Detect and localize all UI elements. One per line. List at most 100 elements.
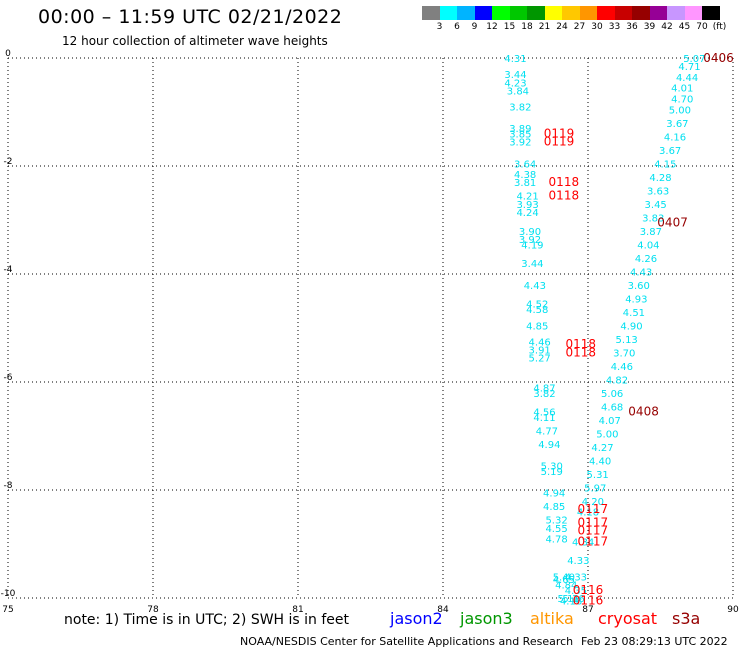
color-swatch bbox=[562, 6, 580, 20]
x-tick-label: 90 bbox=[727, 605, 739, 615]
cryosat-time-label: 0119 bbox=[544, 127, 575, 141]
x-tick-label: 87 bbox=[582, 605, 593, 615]
wave-height-label: 3.92 bbox=[519, 235, 541, 246]
color-swatch bbox=[649, 6, 667, 20]
wave-height-label: 5.40 bbox=[553, 572, 575, 583]
wave-height-label: 4.38 bbox=[514, 170, 536, 181]
y-tick-label: -8 bbox=[4, 481, 13, 491]
wave-height-label: 4.24 bbox=[516, 208, 538, 219]
color-scale-label: 3 bbox=[436, 22, 443, 32]
wave-height-label: 3.89 bbox=[509, 124, 531, 135]
wave-height-label: 5.32 bbox=[545, 516, 567, 527]
wave-height-label: 5.07 bbox=[683, 54, 705, 65]
cryosat-time-label: 0117 bbox=[578, 502, 609, 516]
color-scale-label: 33 bbox=[608, 22, 621, 32]
wave-height-label: 4.33 bbox=[567, 556, 589, 567]
color-scale-label: 24 bbox=[556, 22, 568, 32]
x-tick-label: 81 bbox=[292, 605, 303, 615]
wave-height-label: 4.46 bbox=[611, 362, 633, 373]
color-swatch bbox=[632, 6, 650, 20]
wave-height-label: 4.65 bbox=[553, 575, 575, 586]
wave-height-label: 5.27 bbox=[529, 354, 551, 365]
wave-height-label: 4.84 bbox=[555, 581, 577, 592]
wave-height-label: 5.97 bbox=[584, 483, 606, 494]
wave-height-label: 5.13 bbox=[616, 335, 638, 346]
wave-height-label: 4.70 bbox=[671, 95, 693, 106]
cryosat-time-label: 0118 bbox=[549, 175, 580, 189]
cryosat-time-label: 0118 bbox=[565, 337, 596, 351]
y-tick-label: -10 bbox=[1, 589, 16, 599]
wave-height-label: 4.26 bbox=[635, 254, 657, 265]
wave-height-label: 4.35 bbox=[565, 586, 587, 597]
y-tick-label: 0 bbox=[5, 49, 11, 59]
wave-height-label: 3.44 bbox=[504, 70, 526, 81]
color-scale-label: 15 bbox=[503, 22, 516, 32]
wave-height-label: 3.91 bbox=[529, 346, 551, 357]
wave-height-label: 4.04 bbox=[637, 240, 659, 251]
color-scale-labels: 3 6 9 12 15 18 21 24 27 30 33 36 39 42 45 70 (ft) bbox=[422, 22, 740, 34]
wave-height-label: 5.30 bbox=[541, 462, 563, 473]
wave-height-label: 4.07 bbox=[599, 416, 621, 427]
color-scale-label: 9 bbox=[471, 22, 478, 32]
wave-height-label: 4.85 bbox=[526, 321, 548, 332]
color-scale-label: (ft) bbox=[712, 22, 727, 32]
color-swatch bbox=[509, 6, 527, 20]
legend-cryosat: cryosat bbox=[598, 609, 658, 628]
legend-s3a: s3a bbox=[672, 609, 701, 628]
cryosat-time-label: 0118 bbox=[549, 189, 580, 203]
note-text: note: 1) Time is in UTC; 2) SWH is in fe… bbox=[64, 612, 350, 628]
wave-height-label: 4.33 bbox=[565, 572, 587, 583]
color-swatch bbox=[474, 6, 492, 20]
color-swatch bbox=[614, 6, 632, 20]
wave-height-label: 5.31 bbox=[587, 470, 609, 481]
wave-height-label: 4.77 bbox=[536, 427, 558, 438]
y-tick-label: -2 bbox=[4, 157, 13, 167]
wave-height-label: 3.90 bbox=[519, 227, 541, 238]
wave-height-label: 4.55 bbox=[545, 524, 567, 535]
y-tick-label: -4 bbox=[4, 265, 13, 275]
footer-timestamp: Feb 23 08:29:13 UTC 2022 bbox=[581, 635, 728, 648]
color-scale-label: 21 bbox=[538, 22, 551, 32]
cryosat-time-label: 0116 bbox=[573, 583, 604, 597]
wave-height-label: 4.52 bbox=[526, 300, 548, 311]
wave-height-label: 4.94 bbox=[538, 440, 560, 451]
wave-height-label: 3.87 bbox=[640, 227, 662, 238]
wave-height-label: 3.82 bbox=[533, 389, 555, 400]
wave-height-label: 5.11 bbox=[558, 594, 580, 605]
cryosat-time-label: 0119 bbox=[544, 135, 575, 149]
color-scale-label: 6 bbox=[454, 22, 460, 32]
wave-height-label: 3.81 bbox=[514, 178, 536, 189]
color-scale-label: 42 bbox=[661, 22, 673, 32]
wave-height-label: 4.82 bbox=[606, 375, 628, 386]
color-scale-bar bbox=[422, 6, 720, 20]
wave-height-label: 4.21 bbox=[516, 192, 538, 203]
wave-height-label: 5.06 bbox=[601, 389, 623, 400]
wave-height-label: 4.18 bbox=[577, 508, 599, 519]
wave-height-label: 4.23 bbox=[504, 78, 526, 89]
wave-height-label: 4.44 bbox=[676, 73, 698, 84]
color-swatch bbox=[684, 6, 702, 20]
x-tick-label: 75 bbox=[2, 605, 13, 615]
color-swatch bbox=[492, 6, 510, 20]
cryosat-time-label: 0116 bbox=[573, 594, 604, 608]
s3a-time-label: 0407 bbox=[657, 216, 688, 230]
color-scale-label: 12 bbox=[486, 22, 498, 32]
legend-jason2: jason2 bbox=[390, 609, 443, 628]
color-swatch bbox=[544, 6, 562, 20]
wave-height-label: 4.11 bbox=[533, 413, 555, 424]
y-tick-label: -6 bbox=[4, 373, 13, 383]
wave-height-label: 3.45 bbox=[645, 200, 667, 211]
wave-height-label: 4.94 bbox=[543, 489, 565, 500]
wave-height-label: 4.85 bbox=[543, 502, 565, 513]
color-scale-label: 36 bbox=[626, 22, 638, 32]
wave-height-label: 4.20 bbox=[582, 497, 604, 508]
wave-height-label: 3.93 bbox=[516, 200, 538, 211]
cryosat-time-label: 0117 bbox=[578, 524, 609, 538]
wave-height-label: 4.27 bbox=[591, 443, 613, 454]
x-tick-label: 84 bbox=[437, 605, 449, 615]
s3a-time-label: 0408 bbox=[628, 405, 659, 419]
wave-height-label: 4.51 bbox=[623, 308, 645, 319]
legend-jason3: jason3 bbox=[460, 609, 513, 628]
cryosat-time-label: 0117 bbox=[578, 515, 609, 529]
wave-height-label: 4.01 bbox=[671, 84, 693, 95]
